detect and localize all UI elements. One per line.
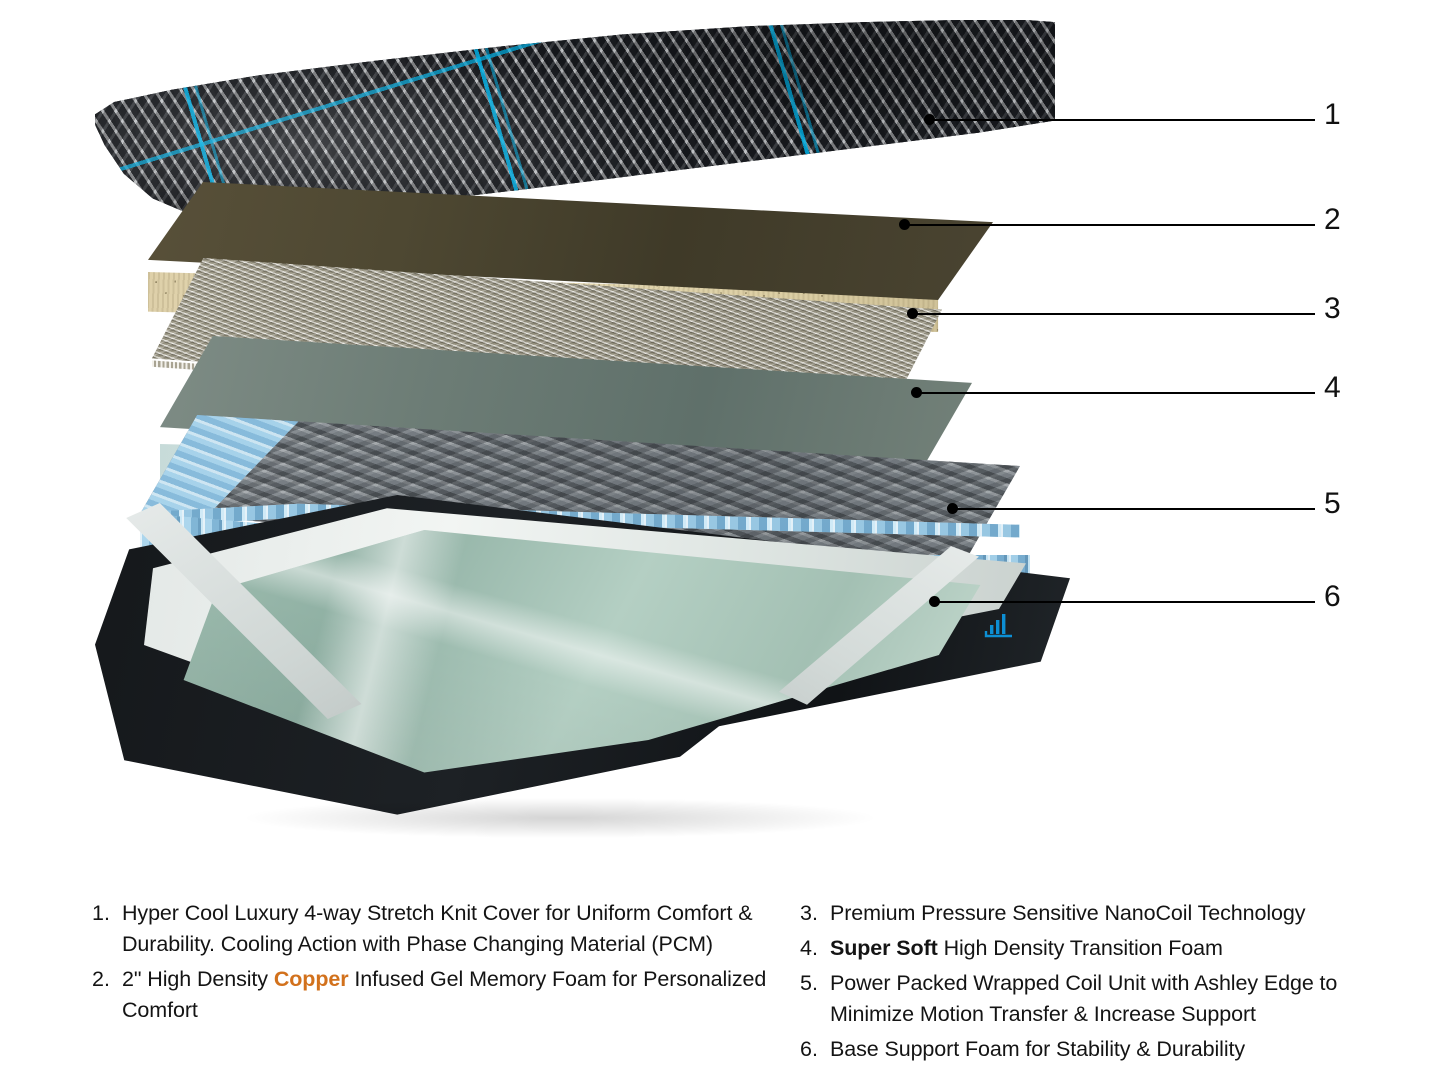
legend-item-6-text: Base Support Foam for Stability & Durabi… (830, 1034, 1245, 1065)
legend-item-2-body-before: 2" High Density (122, 967, 274, 991)
legend-item-2-text: 2" High Density Copper Infused Gel Memor… (122, 964, 792, 1026)
legend-item-6-number: 6. (800, 1037, 818, 1061)
legend-item-6-body: Base Support Foam for Stability & Durabi… (830, 1037, 1246, 1061)
legend-item-5-number: 5. (800, 971, 818, 995)
mattress-layer-diagram: 1 2 3 4 5 6 (95, 20, 1364, 850)
legend-item-5: 5. Power Packed Wrapped Coil Unit with A… (800, 968, 1390, 1030)
legend-item-1: 1. Hyper Cool Luxury 4-way Stretch Knit … (92, 898, 792, 960)
diagram-drop-shadow (120, 790, 1000, 846)
legend-item-1-text: Hyper Cool Luxury 4-way Stretch Knit Cov… (122, 898, 792, 960)
callout-6: 6 (929, 582, 1364, 613)
legend-item-4-text: Super Soft High Density Transition Foam (830, 933, 1223, 964)
callout-4-number: 4 (1324, 371, 1341, 404)
brand-badge-icon (982, 605, 1016, 639)
legend-item-2-highlight-copper: Copper (273, 967, 349, 991)
callout-3-line (912, 312, 1315, 315)
legend-item-5-body: Power Packed Wrapped Coil Unit with Ashl… (830, 971, 1338, 1026)
callout-2-line (904, 223, 1315, 226)
legend-item-2-number: 2. (92, 967, 110, 991)
legend: 1. Hyper Cool Luxury 4-way Stretch Knit … (0, 898, 1445, 1084)
legend-column-left: 1. Hyper Cool Luxury 4-way Stretch Knit … (92, 898, 792, 1030)
callout-1-line (929, 118, 1315, 121)
legend-item-3-body: Premium Pressure Sensitive NanoCoil Tech… (830, 901, 1306, 925)
legend-item-2-body-after: Infused Gel Memory Foam for Personalized… (122, 967, 767, 1022)
callout-4-line (916, 391, 1315, 394)
callout-2: 2 (899, 205, 1364, 236)
callout-1-number: 1 (1324, 98, 1341, 131)
legend-item-3: 3. Premium Pressure Sensitive NanoCoil T… (800, 898, 1390, 929)
callout-5-line (952, 507, 1315, 510)
legend-item-3-text: Premium Pressure Sensitive NanoCoil Tech… (830, 898, 1306, 929)
callout-4: 4 (911, 373, 1364, 404)
callout-2-number: 2 (1324, 203, 1341, 236)
legend-item-4: 4. Super Soft High Density Transition Fo… (800, 933, 1390, 964)
callout-3-number: 3 (1324, 292, 1341, 325)
callout-6-number: 6 (1324, 580, 1341, 613)
legend-item-1-body: Hyper Cool Luxury 4-way Stretch Knit Cov… (122, 901, 753, 956)
callout-1: 1 (924, 100, 1364, 131)
legend-item-4-body: High Density Transition Foam (937, 936, 1223, 960)
legend-item-4-bold: Super Soft (830, 936, 938, 960)
callout-3: 3 (907, 294, 1364, 325)
legend-item-4-number: 4. (800, 936, 818, 960)
legend-item-5-text: Power Packed Wrapped Coil Unit with Ashl… (830, 968, 1390, 1030)
callout-5-number: 5 (1324, 487, 1341, 520)
legend-item-6: 6. Base Support Foam for Stability & Dur… (800, 1034, 1390, 1065)
legend-item-2: 2. 2" High Density Copper Infused Gel Me… (92, 964, 792, 1026)
legend-item-1-number: 1. (92, 901, 110, 925)
legend-column-right: 3. Premium Pressure Sensitive NanoCoil T… (800, 898, 1390, 1069)
legend-item-3-number: 3. (800, 901, 818, 925)
callout-5: 5 (947, 489, 1364, 520)
layer-base-support-foam (95, 495, 1070, 850)
callout-6-line (934, 600, 1315, 603)
